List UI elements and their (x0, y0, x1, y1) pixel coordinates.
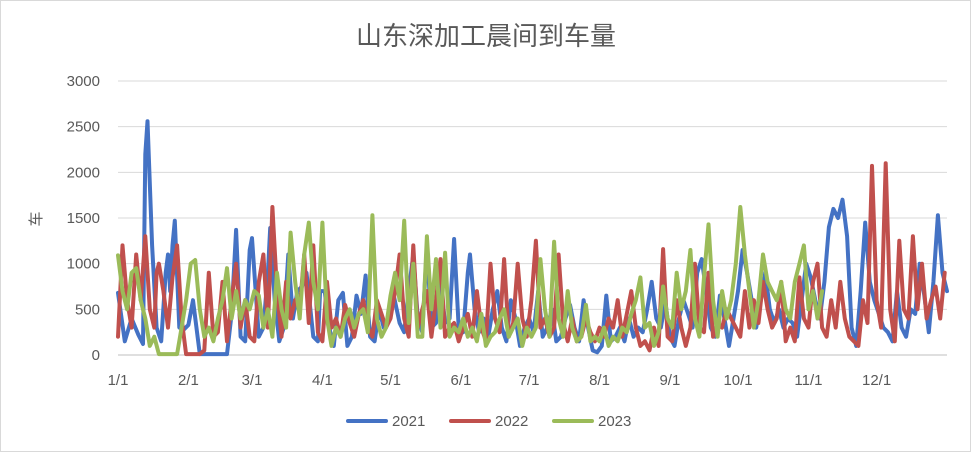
x-tick-label: 8/1 (589, 372, 610, 389)
y-tick-labels: 0 500 1000 1500 2000 2500 3000 (67, 73, 100, 364)
chart-title: 山东深加工晨间到车量 (356, 22, 616, 52)
y-tick-label: 2500 (67, 119, 100, 136)
y-tick-label: 0 (92, 347, 100, 364)
x-tick-label: 10/1 (723, 372, 752, 389)
y-axis-label: 车 (27, 211, 45, 226)
x-tick-label: 12/1 (862, 372, 891, 389)
legend-label-2022: 2022 (495, 413, 528, 430)
x-tick-label: 3/1 (242, 372, 263, 389)
x-tick-label: 9/1 (659, 372, 680, 389)
y-tick-label: 1500 (67, 210, 100, 227)
x-tick-label: 1/1 (108, 372, 129, 389)
y-tick-label: 500 (75, 301, 100, 318)
x-tick-label: 7/1 (519, 372, 540, 389)
legend: 2021 2022 2023 (346, 413, 631, 430)
y-tick-label: 1000 (67, 256, 100, 273)
series-line-2023 (116, 205, 825, 357)
legend-label-2023: 2023 (598, 413, 631, 430)
x-tick-label: 6/1 (451, 372, 472, 389)
x-tick-label: 5/1 (380, 372, 401, 389)
legend-label-2021: 2021 (392, 413, 425, 430)
y-tick-label: 3000 (67, 73, 100, 90)
y-tick-label: 2000 (67, 164, 100, 181)
x-tick-label: 4/1 (312, 372, 333, 389)
x-tick-label: 11/1 (794, 372, 822, 389)
series-line-2022 (116, 161, 947, 357)
x-tick-label: 2/1 (178, 372, 199, 389)
x-tick-labels: 1/1 2/1 3/1 4/1 5/1 6/1 7/1 8/1 9/1 10/1 11/1 12/1 (108, 372, 892, 389)
series-lines (116, 119, 949, 357)
